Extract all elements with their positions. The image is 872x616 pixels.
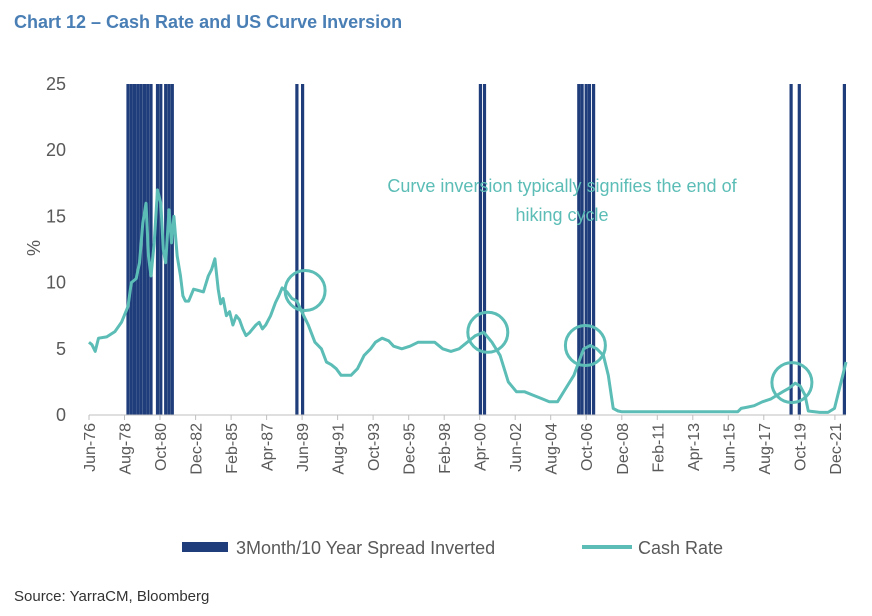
- inversion-bar: [789, 84, 793, 415]
- x-tick-label: Aug-78: [118, 423, 135, 475]
- annotation-line-2: hiking cycle: [515, 205, 608, 225]
- x-tick-label: Oct-93: [366, 423, 383, 471]
- x-tick-label: Apr-13: [686, 423, 703, 471]
- legend-label-cash-rate: Cash Rate: [638, 538, 723, 558]
- x-tick-label: Oct-80: [153, 423, 170, 471]
- legend-label-inversion: 3Month/10 Year Spread Inverted: [236, 538, 495, 558]
- inversion-bar: [587, 84, 592, 415]
- y-tick-label: 15: [46, 206, 66, 226]
- x-tick-label: Jun-02: [508, 423, 525, 472]
- cash-rate-line: [88, 188, 848, 414]
- y-tick-label: 20: [46, 140, 66, 160]
- inversion-bar: [155, 84, 160, 415]
- x-tick-label: Aug-04: [544, 423, 561, 475]
- inversion-bar: [584, 84, 588, 415]
- chart-title: Chart 12 – Cash Rate and US Curve Invers…: [14, 12, 403, 32]
- highlight-circle: [283, 269, 327, 312]
- y-axis-label: %: [24, 240, 44, 256]
- inversion-bar: [842, 84, 846, 415]
- inversion-bar: [129, 84, 133, 415]
- legend-swatch-inversion: [182, 542, 228, 552]
- inversion-bar: [797, 84, 801, 415]
- x-tick-label: Dec-08: [615, 423, 632, 475]
- inversion-bar: [301, 84, 305, 415]
- inversion-bar: [478, 84, 482, 415]
- inversion-bar: [170, 84, 174, 415]
- annotation-line-1: Curve inversion typically signifies the …: [387, 176, 737, 196]
- x-tick-label: Feb-98: [437, 423, 454, 474]
- legend: 3Month/10 Year Spread Inverted Cash Rate: [182, 538, 723, 558]
- x-tick-label: Aug-17: [757, 423, 774, 475]
- y-tick-label: 5: [56, 339, 66, 359]
- inversion-bar: [142, 84, 146, 415]
- x-tick-label: Dec-82: [189, 423, 206, 475]
- inversion-bar: [133, 84, 137, 415]
- y-tick-label: 10: [46, 273, 66, 293]
- inversion-bar: [580, 84, 584, 415]
- source-note: Source: YarraCM, Bloomberg: [14, 588, 210, 605]
- inversion-bar: [482, 84, 487, 415]
- y-tick-label: 25: [46, 74, 66, 94]
- x-tick-label: Jun-15: [721, 423, 738, 472]
- highlight-circle: [563, 324, 607, 367]
- highlight-circle: [466, 310, 510, 354]
- inversion-bar: [126, 84, 130, 415]
- inversion-bar: [159, 84, 163, 415]
- y-tick-label: 0: [56, 405, 66, 425]
- x-tick-label: Feb-11: [650, 423, 667, 473]
- highlight-circle: [770, 361, 814, 405]
- x-tick-label: Jun-89: [295, 423, 312, 472]
- x-tick-label: Aug-91: [331, 423, 348, 475]
- x-tick-label: Apr-00: [473, 423, 490, 471]
- x-tick-label: Feb-85: [224, 423, 241, 474]
- x-tick-label: Jun-76: [82, 423, 99, 472]
- x-tick-label: Dec-21: [828, 423, 845, 475]
- x-tick-label: Apr-87: [260, 423, 277, 471]
- inversion-bar: [167, 84, 171, 415]
- x-tick-label: Oct-19: [792, 423, 809, 471]
- inversion-bar: [149, 84, 153, 415]
- inversion-bar: [295, 84, 299, 415]
- inversion-bar: [577, 84, 581, 415]
- x-tick-label: Oct-06: [579, 423, 596, 471]
- inversion-bar: [136, 84, 140, 415]
- inversion-bar: [592, 84, 596, 415]
- x-tick-label: Dec-95: [402, 423, 419, 475]
